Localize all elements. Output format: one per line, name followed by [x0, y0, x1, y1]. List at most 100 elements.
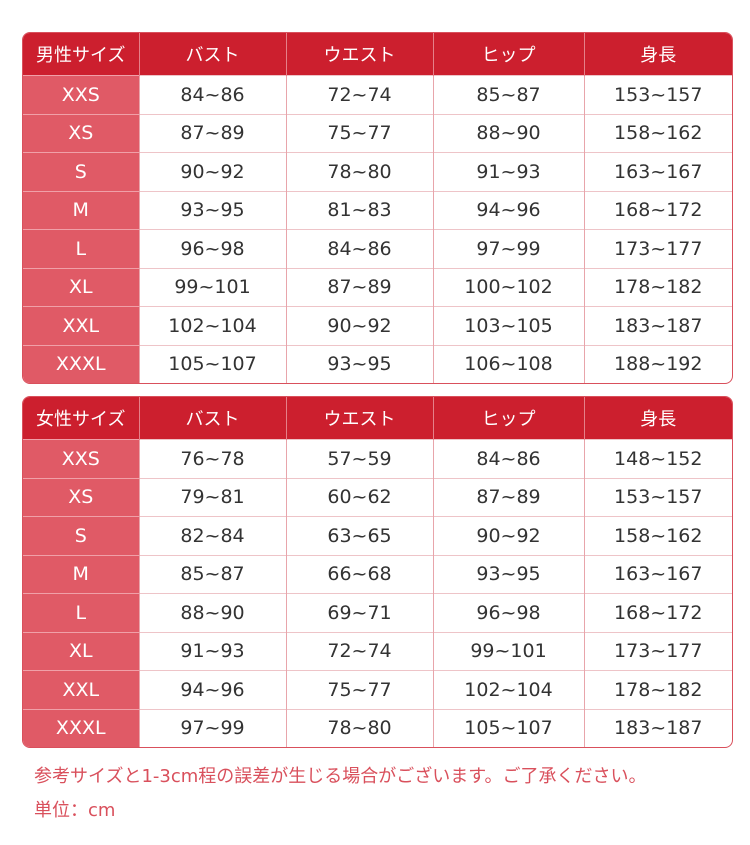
size-label: XS [23, 477, 140, 517]
women-header-cell: ウエスト [286, 397, 434, 440]
size-label: M [23, 190, 140, 230]
measurement-cell: 82~84 [139, 516, 287, 555]
measurement-cell: 84~86 [286, 229, 434, 268]
measurement-cell: 183~187 [584, 708, 732, 747]
measurement-cell: 168~172 [584, 593, 732, 632]
measurement-cell: 81~83 [286, 190, 434, 230]
measurement-cell: 105~107 [139, 344, 287, 383]
measurement-cell: 158~162 [584, 516, 732, 555]
measurement-cell: 87~89 [139, 113, 287, 153]
measurement-cell: 87~89 [286, 267, 434, 307]
measurement-cell: 72~74 [286, 631, 434, 671]
measurement-cell: 168~172 [584, 190, 732, 230]
table-row: XXL 94~96 75~77 102~104 178~182 [23, 670, 732, 709]
men-size-table: 男性サイズ バスト ウエスト ヒップ 身長 XXS 84~86 72~74 85~87 153~1… [22, 32, 733, 384]
measurement-cell: 75~77 [286, 670, 434, 709]
size-label: XXL [23, 670, 140, 709]
measurement-cell: 163~167 [584, 554, 732, 594]
disclaimer-note: 参考サイズと1-3cm程の誤差が生じる場合がございます。ご了承ください。 [34, 766, 647, 787]
measurement-cell: 96~98 [433, 593, 585, 632]
measurement-cell: 72~74 [286, 75, 434, 114]
measurement-cell: 88~90 [433, 113, 585, 153]
measurement-cell: 96~98 [139, 229, 287, 268]
women-header-cell: 女性サイズ [23, 397, 140, 440]
measurement-cell: 79~81 [139, 477, 287, 517]
size-label: XXXL [23, 344, 140, 383]
measurement-cell: 91~93 [433, 152, 585, 191]
table-row: L 96~98 84~86 97~99 173~177 [23, 229, 732, 268]
men-header-cell: バスト [139, 33, 287, 76]
size-label: XL [23, 267, 140, 307]
measurement-cell: 60~62 [286, 477, 434, 517]
men-header-row: 男性サイズ バスト ウエスト ヒップ 身長 [23, 33, 732, 76]
measurement-cell: 102~104 [139, 306, 287, 345]
women-header-cell: ヒップ [433, 397, 585, 440]
table-row: XXXL 105~107 93~95 106~108 188~192 [23, 344, 732, 383]
size-label: S [23, 152, 140, 191]
measurement-cell: 66~68 [286, 554, 434, 594]
size-label: S [23, 516, 140, 555]
measurement-cell: 87~89 [433, 477, 585, 517]
table-row: XXS 84~86 72~74 85~87 153~157 [23, 75, 732, 114]
measurement-cell: 148~152 [584, 439, 732, 478]
size-label: XXXL [23, 708, 140, 747]
size-label: XXS [23, 75, 140, 114]
table-row: S 90~92 78~80 91~93 163~167 [23, 152, 732, 191]
measurement-cell: 99~101 [433, 631, 585, 671]
women-header-row: 女性サイズ バスト ウエスト ヒップ 身長 [23, 397, 732, 440]
table-row: XXS 76~78 57~59 84~86 148~152 [23, 439, 732, 478]
table-row: XL 99~101 87~89 100~102 178~182 [23, 267, 732, 307]
size-label: XXS [23, 439, 140, 478]
measurement-cell: 183~187 [584, 306, 732, 345]
measurement-cell: 105~107 [433, 708, 585, 747]
measurement-cell: 78~80 [286, 708, 434, 747]
measurement-cell: 90~92 [433, 516, 585, 555]
measurement-cell: 75~77 [286, 113, 434, 153]
measurement-cell: 106~108 [433, 344, 585, 383]
measurement-cell: 84~86 [139, 75, 287, 114]
measurement-cell: 85~87 [433, 75, 585, 114]
measurement-cell: 178~182 [584, 670, 732, 709]
measurement-cell: 90~92 [286, 306, 434, 345]
table-row: L 88~90 69~71 96~98 168~172 [23, 593, 732, 632]
measurement-cell: 158~162 [584, 113, 732, 153]
measurement-cell: 84~86 [433, 439, 585, 478]
measurement-cell: 103~105 [433, 306, 585, 345]
measurement-cell: 97~99 [139, 708, 287, 747]
table-row: M 93~95 81~83 94~96 168~172 [23, 190, 732, 230]
measurement-cell: 85~87 [139, 554, 287, 594]
measurement-cell: 153~157 [584, 477, 732, 517]
measurement-cell: 69~71 [286, 593, 434, 632]
men-header-cell: 身長 [584, 33, 732, 76]
measurement-cell: 93~95 [139, 190, 287, 230]
measurement-cell: 63~65 [286, 516, 434, 555]
table-row: XS 79~81 60~62 87~89 153~157 [23, 477, 732, 517]
measurement-cell: 91~93 [139, 631, 287, 671]
measurement-cell: 173~177 [584, 631, 732, 671]
measurement-cell: 88~90 [139, 593, 287, 632]
measurement-cell: 163~167 [584, 152, 732, 191]
measurement-cell: 97~99 [433, 229, 585, 268]
men-header-cell: ヒップ [433, 33, 585, 76]
measurement-cell: 93~95 [286, 344, 434, 383]
table-row: M 85~87 66~68 93~95 163~167 [23, 554, 732, 594]
table-row: XL 91~93 72~74 99~101 173~177 [23, 631, 732, 671]
measurement-cell: 102~104 [433, 670, 585, 709]
measurement-cell: 188~192 [584, 344, 732, 383]
measurement-cell: 178~182 [584, 267, 732, 307]
women-header-cell: バスト [139, 397, 287, 440]
table-row: XS 87~89 75~77 88~90 158~162 [23, 113, 732, 153]
size-label: XL [23, 631, 140, 671]
measurement-cell: 90~92 [139, 152, 287, 191]
measurement-cell: 93~95 [433, 554, 585, 594]
measurement-cell: 173~177 [584, 229, 732, 268]
size-label: L [23, 593, 140, 632]
measurement-cell: 78~80 [286, 152, 434, 191]
measurement-cell: 57~59 [286, 439, 434, 478]
women-header-cell: 身長 [584, 397, 732, 440]
size-label: XS [23, 113, 140, 153]
unit-note: 単位：cm [34, 800, 116, 821]
measurement-cell: 94~96 [139, 670, 287, 709]
measurement-cell: 153~157 [584, 75, 732, 114]
size-label: L [23, 229, 140, 268]
